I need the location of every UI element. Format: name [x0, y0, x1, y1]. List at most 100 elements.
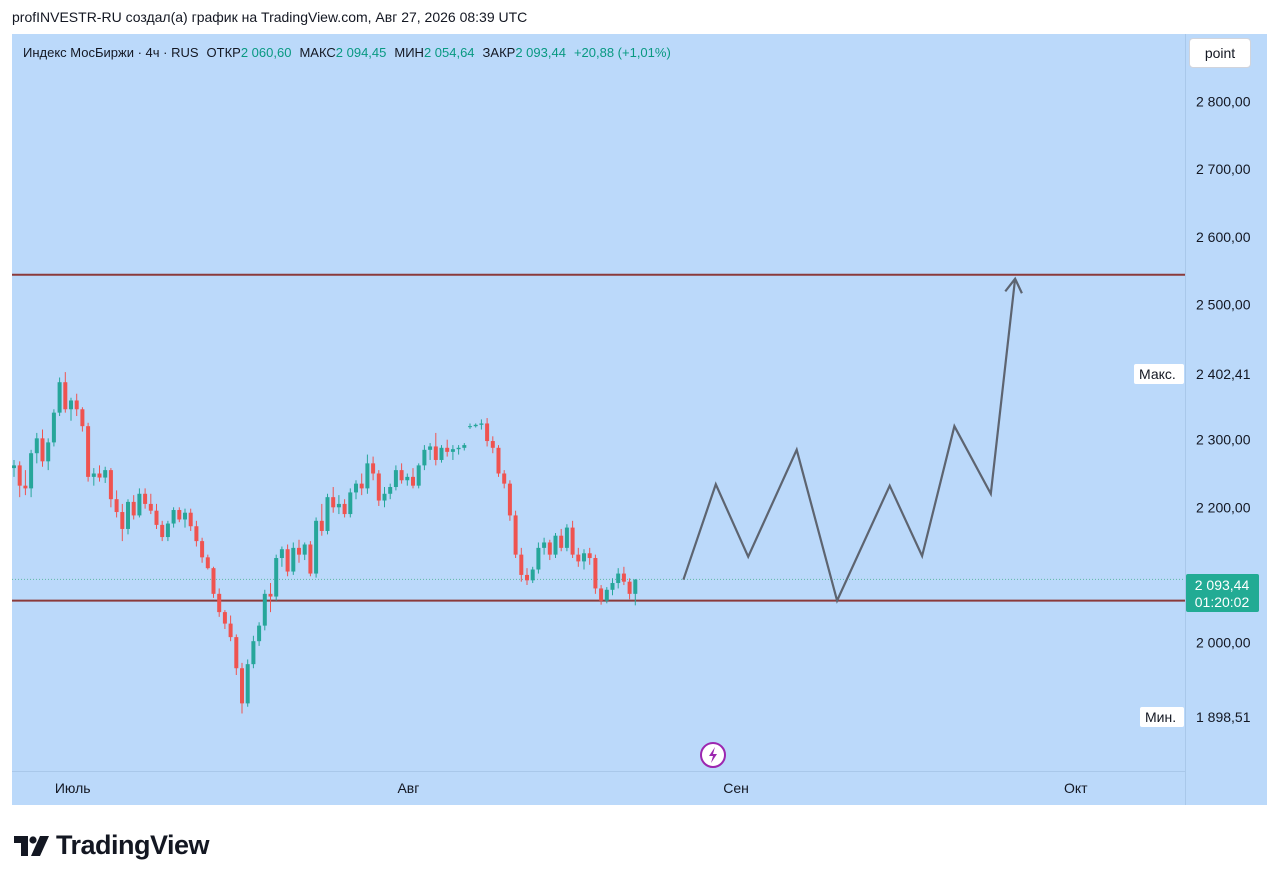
- candle-body: [559, 535, 564, 548]
- candle-body: [240, 668, 244, 704]
- candle-body: [393, 470, 398, 488]
- candle-body: [177, 510, 182, 520]
- candle-body: [507, 483, 512, 516]
- candle-body: [257, 625, 262, 642]
- candle-body: [108, 470, 113, 500]
- projection-path[interactable]: [682, 278, 1017, 604]
- legend-open-label: ОТКР: [206, 45, 241, 60]
- candle-body: [428, 446, 433, 450]
- candle-body: [479, 423, 484, 425]
- candle-body: [490, 441, 495, 448]
- candle-body: [183, 512, 187, 520]
- candle-body: [29, 453, 34, 489]
- candle-body: [450, 449, 455, 452]
- candle-body: [519, 554, 524, 575]
- price-axis[interactable]: [1185, 34, 1267, 805]
- time-axis[interactable]: [12, 771, 1185, 805]
- lightning-icon-glyph: [709, 747, 717, 763]
- candle-body: [74, 400, 79, 410]
- price-tick-label: 2 000,00: [1196, 635, 1251, 651]
- candle-body: [131, 501, 136, 516]
- price-tick-label: 2 600,00: [1196, 229, 1251, 245]
- price-tick-label: 2 300,00: [1196, 432, 1251, 448]
- candle-body: [319, 520, 324, 531]
- candle-body: [40, 438, 45, 462]
- legend-close-label: ЗАКР: [482, 45, 516, 60]
- symbol-legend: Индекс МосБиржи · 4ч · RUS ОТКР 2 060,60 …: [23, 45, 671, 60]
- candle-body: [485, 423, 490, 442]
- candle-body: [57, 382, 62, 413]
- candle-body: [439, 447, 444, 460]
- candle-body: [262, 593, 267, 626]
- candle-body: [382, 493, 387, 501]
- candle-body: [154, 510, 159, 525]
- candle-body: [348, 492, 353, 515]
- candle-body: [582, 553, 586, 562]
- candle-body: [285, 549, 290, 572]
- min-tag-label: Мин.: [1145, 709, 1176, 725]
- legend-high-label: МАКС: [299, 45, 336, 60]
- legend-low-label: МИН: [394, 45, 424, 60]
- candle-body: [547, 542, 552, 555]
- candle-body: [80, 409, 85, 427]
- time-tick-label: Окт: [1064, 780, 1088, 796]
- candle-body: [217, 593, 222, 613]
- candle-body: [633, 579, 638, 594]
- candle-body: [604, 589, 609, 601]
- price-tick-label: 2 500,00: [1196, 296, 1251, 312]
- candle-body: [12, 465, 16, 469]
- candle-body: [627, 581, 632, 594]
- min-tag-label-box: [1140, 707, 1184, 727]
- candle-body: [411, 476, 415, 486]
- tradingview-logo-icon: [14, 835, 49, 856]
- candle-body: [542, 542, 547, 548]
- candle-body: [114, 499, 119, 513]
- candle-body: [245, 664, 250, 704]
- candle-body: [46, 442, 51, 462]
- candle-body: [422, 449, 427, 466]
- candle-body: [103, 470, 108, 478]
- candle-body: [63, 382, 68, 410]
- time-tick-label: Сен: [723, 780, 749, 796]
- candle-body: [274, 558, 279, 597]
- candle-body: [148, 503, 153, 511]
- candle-body: [388, 487, 393, 494]
- candle-body: [222, 612, 227, 624]
- candle-body: [143, 493, 148, 504]
- candle-body: [160, 524, 165, 538]
- candle-body: [502, 473, 507, 484]
- chart-pane[interactable]: [12, 34, 1267, 805]
- candle-body: [137, 493, 142, 516]
- legend-symbol[interactable]: Индекс МосБиржи · 4ч · RUS: [23, 45, 199, 60]
- legend-change: +20,88 (+1,01%): [573, 45, 671, 60]
- max-tag-label: Макс.: [1139, 366, 1176, 382]
- candle-body: [587, 553, 592, 559]
- candle-body: [445, 447, 450, 452]
- candle-body: [365, 463, 370, 489]
- tradingview-logo[interactable]: TradingView: [14, 830, 210, 861]
- candle-body: [91, 473, 96, 477]
- candle-body: [228, 623, 233, 638]
- candle-body: [69, 400, 73, 410]
- candle-body: [234, 637, 239, 669]
- max-tag-value: 2 402,41: [1196, 366, 1251, 382]
- candle-body: [325, 497, 330, 531]
- candle-body: [120, 512, 125, 529]
- logo-wordmark: TradingView: [56, 830, 210, 860]
- current-price-value: 2 093,44: [1195, 577, 1250, 593]
- scale-mode-button[interactable]: point: [1189, 38, 1251, 68]
- candle-body: [530, 569, 535, 581]
- legend-low-value: 2 054,64: [423, 45, 475, 60]
- candle-body: [376, 473, 381, 501]
- candle-body: [194, 526, 199, 542]
- legend-close-value: 2 093,44: [515, 45, 566, 60]
- candle-body: [126, 501, 130, 529]
- candle-body: [308, 544, 313, 574]
- candle-body: [359, 483, 364, 489]
- legend-high-value: 2 094,45: [335, 45, 387, 60]
- candle-body: [468, 426, 472, 428]
- candle-body: [302, 544, 307, 555]
- candle-body: [279, 549, 284, 559]
- projection-arrowhead: [1004, 276, 1023, 294]
